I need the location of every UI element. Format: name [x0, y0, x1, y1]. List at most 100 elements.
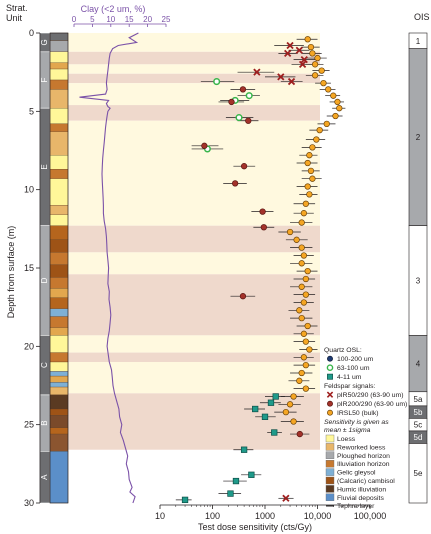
lithology-layer: [49, 252, 69, 266]
data-point: [253, 68, 261, 76]
lithology-layer: [49, 89, 69, 109]
lithology-layer: [49, 433, 69, 452]
data-point: [298, 244, 305, 251]
data-point: [296, 307, 303, 314]
data-point: [313, 136, 320, 143]
legend-item-label: pIR200/290 (63-90 um): [337, 401, 407, 408]
data-point: [302, 385, 310, 392]
legend-item-label: Reworked loess: [337, 444, 386, 451]
legend-item-label: Gelic gleysol: [337, 470, 376, 477]
data-point: [300, 252, 308, 259]
strat-unit-label: A: [40, 474, 49, 480]
data-point: [320, 79, 327, 87]
legend-item-label: Ploughed horizon: [337, 453, 390, 460]
data-point: [298, 60, 307, 68]
lithology-layer: [49, 214, 69, 226]
legend-item-label: Tephra layer: [337, 503, 375, 510]
lithology-layer: [49, 316, 69, 328]
data-point: [239, 86, 247, 93]
lithology-layer: [49, 361, 69, 372]
data-point: [295, 46, 303, 54]
legend-note: mean ± 1sigma: [324, 427, 371, 434]
data-point: [298, 314, 305, 322]
y-tick-label: 25: [24, 420, 34, 430]
clay-profile-panel: 0 5 10 15 20 25: [72, 15, 171, 504]
clay-tick-label: 10: [106, 15, 115, 24]
data-point: [302, 338, 310, 345]
data-point: [227, 490, 234, 497]
lithology-layer: [49, 335, 69, 353]
lithology-layer: [49, 225, 69, 240]
background-band: [40, 274, 320, 336]
clay-tick-label: 25: [162, 15, 171, 24]
clay-tick-label: 15: [125, 15, 134, 24]
x-tick-label: 100: [205, 511, 220, 521]
legend-swatch: [325, 485, 335, 493]
data-point: [261, 413, 269, 420]
lithology-layer: [49, 62, 69, 70]
data-point: [259, 208, 266, 215]
legend-item-label: 100-200 um: [337, 356, 374, 363]
lithology-layer: [49, 79, 69, 90]
legend-marker: [326, 364, 334, 372]
legend-item-label: pIR50/290 (63-90 um): [337, 392, 404, 399]
legend-marker: [327, 409, 333, 416]
strat-unit-label: E: [40, 164, 49, 169]
data-point: [287, 77, 296, 86]
lithology-layer: [49, 382, 69, 388]
ois-stage-label: 1: [416, 37, 421, 46]
data-point: [306, 346, 313, 353]
data-point: [231, 180, 239, 187]
y-tick-label: 30: [24, 498, 34, 508]
lithology-log-column: G F E D C B A: [39, 32, 69, 504]
legend-marker: [326, 391, 334, 398]
data-point: [325, 86, 332, 93]
background-bands: [40, 33, 320, 450]
data-point: [232, 477, 240, 485]
data-point: [286, 41, 294, 50]
data-point: [323, 120, 330, 128]
data-point: [330, 92, 337, 99]
log-frame: [49, 32, 69, 504]
axes: 0 5 10 15 20 25 30 10 100 1000 10,000 100,000: [24, 28, 386, 521]
data-point: [181, 496, 189, 504]
data-point: [235, 114, 243, 122]
legend-swatch: [325, 434, 335, 443]
background-band: [40, 33, 320, 52]
data-point: [311, 61, 319, 68]
lithology-layer: [49, 375, 69, 383]
legend-item-label: 63-100 um: [337, 365, 370, 372]
data-point: [311, 72, 319, 79]
lithology-layer: [49, 352, 69, 363]
data-point: [245, 92, 253, 100]
background-band: [40, 51, 320, 65]
x-axis-label: Test dose sensitivity (cts/Gy): [198, 522, 312, 532]
legend-swatch: [325, 443, 335, 451]
data-point: [306, 191, 313, 198]
ois-stage-label: 5b: [414, 408, 423, 417]
lithology-layer: [49, 131, 69, 156]
background-band: [40, 225, 320, 253]
lithology-layer: [49, 408, 69, 416]
data-point: [300, 354, 308, 361]
data-point: [300, 210, 308, 217]
y-tick-label: 0: [29, 28, 34, 38]
ois-stage-label: 2: [416, 133, 421, 142]
lithology-layer: [49, 451, 69, 504]
ois-stage-label: 5c: [414, 421, 422, 430]
lithology-layer: [49, 308, 69, 317]
ois-stage-label: 5d: [414, 433, 423, 442]
lithology-layer: [49, 178, 69, 206]
lithology-layer: [49, 386, 69, 396]
legend-swatch: [325, 468, 335, 476]
data-point: [318, 67, 325, 74]
ois-stage-label: 4: [416, 360, 421, 369]
legend-swatch: [325, 460, 335, 468]
data-point: [201, 142, 208, 149]
ois-header: OIS: [414, 12, 430, 22]
legend-group-title: Quartz OSL:: [324, 347, 362, 354]
lithology-layer: [49, 327, 69, 336]
data-point: [260, 224, 267, 231]
data-point: [245, 117, 252, 124]
